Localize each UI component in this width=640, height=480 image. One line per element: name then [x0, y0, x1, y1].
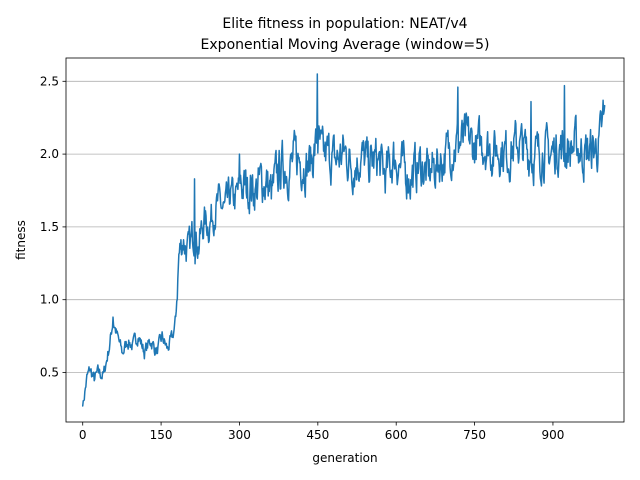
x-tick-label: 450	[306, 428, 329, 442]
y-axis-ticks: 0.5 1.0 1.5 2.0 2.5	[40, 74, 66, 379]
y-tick-label: 0.5	[40, 365, 59, 379]
series-line	[81, 73, 606, 407]
chart-title: Elite fitness in population: NEAT/v4	[222, 16, 467, 32]
y-gridlines	[66, 80, 624, 373]
chart-subtitle: Exponential Moving Average (window=5)	[201, 37, 490, 53]
x-tick-label: 900	[541, 428, 564, 442]
x-axis-label: generation	[312, 451, 377, 465]
x-axis-ticks: 0 150 300 450 600 750 900	[79, 422, 564, 442]
y-tick-label: 1.5	[40, 220, 59, 234]
x-tick-label: 750	[463, 428, 486, 442]
x-tick-label: 0	[79, 428, 87, 442]
y-axis-label: fitness	[14, 220, 28, 260]
y-tick-label: 2.5	[40, 74, 59, 88]
x-tick-label: 150	[150, 428, 173, 442]
x-tick-label: 600	[385, 428, 408, 442]
y-tick-label: 2.0	[40, 147, 59, 161]
y-tick-label: 1.0	[40, 293, 59, 307]
plot-frame	[65, 57, 625, 423]
x-tick-label: 300	[228, 428, 251, 442]
